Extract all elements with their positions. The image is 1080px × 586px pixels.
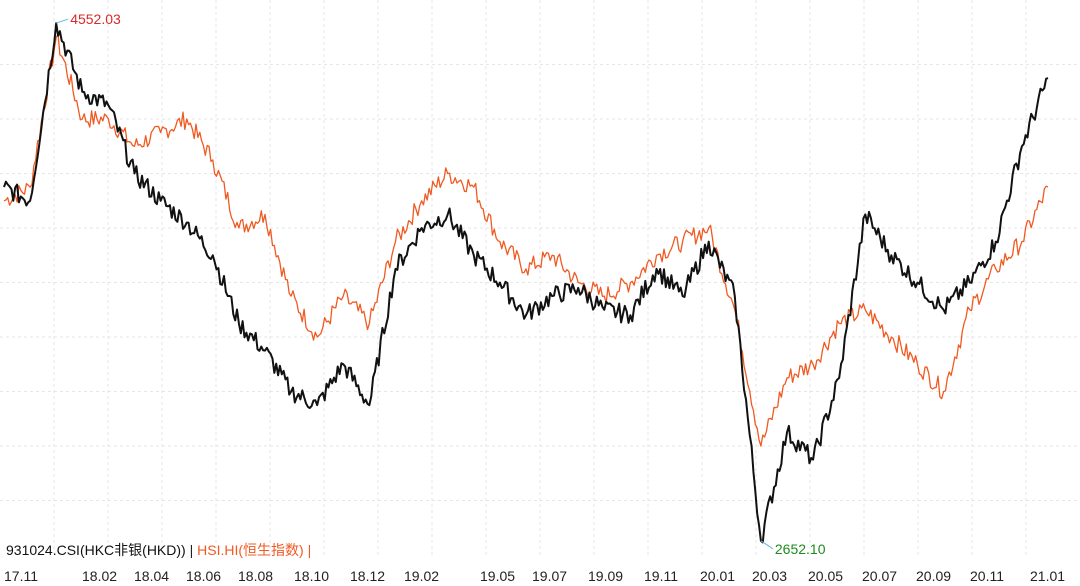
gridlines xyxy=(0,0,1080,555)
annotation-layer: 4552.03 2652.10 xyxy=(56,11,826,557)
x-tick-label: 20.01 xyxy=(700,568,735,584)
x-tick-label: 20.03 xyxy=(752,568,787,584)
x-tick-label: 20.09 xyxy=(916,568,951,584)
series-layer xyxy=(3,22,1049,544)
annotation-high-pointer xyxy=(56,18,69,24)
legend-series-2: HSI.HI(恒生指数) xyxy=(197,542,304,558)
legend-separator: | xyxy=(189,542,198,558)
x-tick-label: 19.09 xyxy=(588,568,623,584)
x-axis: 17.11 18.02 18.04 18.06 18.08 18.10 18.12 19.02… xyxy=(4,568,1065,584)
x-tick-label: 19.02 xyxy=(404,568,439,584)
legend: 931024.CSI(HKC非银(HKD)) | HSI.HI(恒生指数) | xyxy=(6,540,311,560)
x-tick-label: 18.08 xyxy=(238,568,273,584)
x-tick-label: 19.11 xyxy=(644,568,678,584)
annotation-low-label: 2652.10 xyxy=(775,541,826,557)
annotation-low-pointer xyxy=(760,540,774,550)
legend-series-1: 931024.CSI(HKC非银(HKD)) xyxy=(6,542,186,558)
x-tick-label: 19.05 xyxy=(480,568,515,584)
series-line-1 xyxy=(3,22,1049,544)
x-tick-label: 18.04 xyxy=(134,568,169,584)
x-tick-label: 20.11 xyxy=(970,568,1004,584)
x-tick-label: 18.02 xyxy=(82,568,117,584)
x-tick-label: 20.05 xyxy=(808,568,843,584)
series-line-2 xyxy=(3,33,1049,447)
legend-separator-trailing: | xyxy=(307,542,312,558)
x-tick-label: 18.10 xyxy=(294,568,329,584)
x-tick-label: 18.06 xyxy=(186,568,221,584)
x-tick-label: 20.07 xyxy=(862,568,897,584)
x-tick-label: 17.11 xyxy=(4,568,38,584)
x-tick-label: 21.01 xyxy=(1030,568,1065,584)
x-tick-label: 18.12 xyxy=(350,568,385,584)
x-tick-label: 19.07 xyxy=(532,568,567,584)
annotation-high-label: 4552.03 xyxy=(70,11,121,27)
